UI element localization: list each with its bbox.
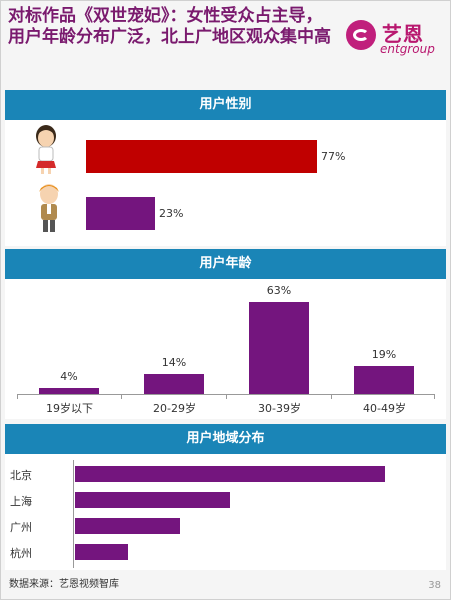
age-category-label: 19岁以下 [46,402,93,415]
age-category-label: 20-29岁 [153,402,196,415]
region-bar [75,518,181,534]
age-x-axis [17,394,434,395]
age-category-label: 40-49岁 [363,402,406,415]
age-value-label: 19% [371,348,397,362]
gender-section-header: 用户性别 [5,90,446,120]
region-bar [75,544,128,560]
region-bar [75,466,385,482]
age-bar [144,373,204,394]
female-icon [36,125,56,174]
entgroup-logo: 艺恩 entgroup [346,18,446,58]
male-icon [39,184,59,232]
region-category-label: 上海 [10,495,32,508]
region-y-axis [73,460,74,568]
age-axis-tick [226,394,227,399]
age-value-label: 4% [60,370,78,384]
age-axis-tick [121,394,122,399]
gender-chart: 77% 23% [5,120,446,246]
logo-cn-text: 艺恩 [382,22,424,46]
age-value-label: 63% [266,284,292,297]
region-category-label: 广州 [10,521,32,534]
age-value-label: 14% [161,355,187,369]
age-chart: 4% 19岁以下 14% 20-29岁 63% 30-39岁 19% 40-49岁 [5,279,446,419]
age-section-header: 用户年龄 [5,249,446,279]
logo-en-text: entgroup [380,42,435,56]
age-bar [39,388,99,394]
age-bar [249,302,309,394]
age-axis-tick [434,394,435,399]
gender-value-label: 77% [321,150,346,163]
age-axis-tick [331,394,332,399]
gender-bar-0 [86,140,317,173]
page-title: 对标作品《双世宠妃》：女性受众占主导，用户年龄分布广泛，北上广地区观众集中高 [8,6,331,47]
region-bar [75,492,230,508]
age-bar [354,366,414,394]
gender-value-label: 23% [159,207,184,220]
region-category-label: 杭州 [10,547,32,560]
page-number: 38 [428,580,441,591]
age-category-label: 30-39岁 [258,402,301,415]
region-chart: 北京 上海 广州 杭州 [5,454,446,570]
logo-mark-icon [346,20,376,50]
region-category-label: 北京 [10,469,32,482]
gender-bar-1 [86,197,155,230]
data-source: 数据来源：艺恩视频智库 [9,579,119,590]
region-section-header: 用户地域分布 [5,424,446,454]
age-axis-tick [17,394,18,399]
